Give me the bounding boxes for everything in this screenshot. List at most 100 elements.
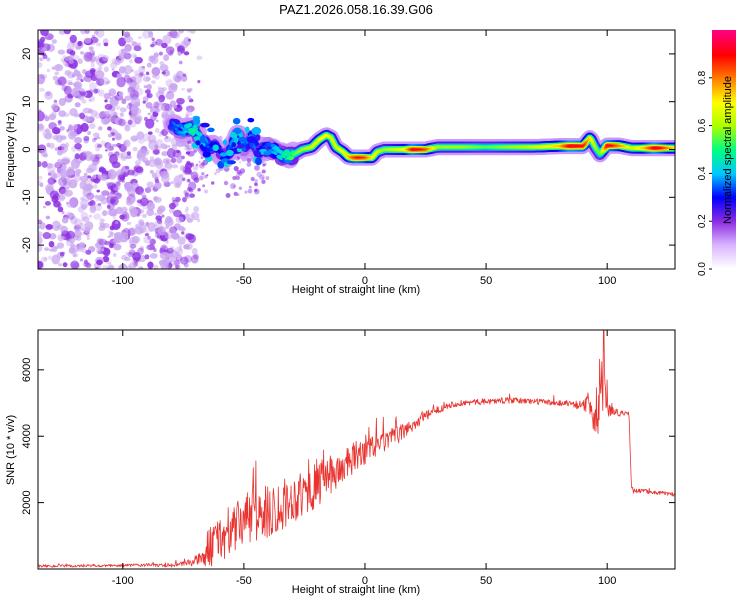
noise-blob [97, 126, 103, 131]
noise-blob [137, 138, 145, 144]
colorbar-strip [712, 141, 736, 145]
noise-blob [235, 175, 240, 180]
ridge-blob [233, 127, 242, 135]
colorbar-strip [712, 89, 736, 93]
colorbar-strip [712, 93, 736, 97]
colorbar-strip [712, 97, 736, 101]
noise-blob [100, 140, 106, 146]
noise-blob [40, 256, 48, 263]
noise-blob [151, 37, 155, 42]
ridge-segment [227, 144, 233, 151]
colorbar-strip [712, 153, 736, 157]
ridge-segment [202, 142, 206, 147]
noise-blob [124, 124, 131, 132]
colorbar-strip [712, 261, 736, 264]
colorbar-strip [712, 231, 736, 234]
noise-blob [155, 138, 164, 148]
noise-blob [95, 153, 103, 160]
noise-blob [57, 120, 62, 124]
noise-blob [146, 201, 155, 211]
noise-blob [108, 169, 113, 174]
noise-blob [215, 168, 221, 174]
noise-blob [135, 223, 140, 229]
noise-blob [120, 48, 128, 54]
noise-blob [171, 144, 178, 151]
noise-blob [192, 165, 199, 171]
noise-blob [169, 202, 176, 210]
noise-blob [199, 162, 205, 169]
noise-blob [113, 232, 118, 237]
ridge-segment [199, 132, 203, 136]
noise-blob [115, 206, 123, 215]
noise-blob [142, 100, 146, 104]
noise-blob [108, 88, 117, 97]
noise-blob [111, 68, 115, 71]
noise-blob [82, 194, 91, 202]
noise-blob [178, 60, 183, 65]
colorbar-tick-label: 0.0 [697, 262, 708, 276]
noise-blob [233, 185, 236, 188]
colorbar-strip [712, 163, 736, 167]
noise-blob [142, 159, 146, 163]
noise-blob [104, 103, 113, 111]
noise-blob [39, 57, 43, 62]
noise-blob [175, 216, 184, 224]
noise-blob [73, 68, 78, 72]
noise-blob [136, 42, 141, 46]
noise-blob [86, 192, 95, 201]
ridge-segment [272, 147, 276, 150]
noise-blob [122, 206, 128, 213]
noise-blob [165, 79, 174, 88]
noise-blob [128, 249, 136, 256]
noise-blob [131, 259, 136, 263]
noise-blob [118, 91, 124, 97]
colorbar-strip [712, 133, 736, 137]
noise-blob [68, 179, 78, 189]
noise-blob [129, 243, 137, 249]
noise-blob [129, 239, 135, 244]
noise-blob [174, 264, 179, 269]
colorbar-strip [712, 199, 736, 202]
noise-blob [54, 147, 58, 151]
noise-blob [38, 231, 43, 238]
noise-blob [167, 90, 171, 94]
ridge-segment [172, 118, 181, 127]
figure-title: PAZ1.2026.058.16.39.G06 [279, 2, 433, 17]
ridge-segment [205, 139, 209, 144]
noise-blob [82, 150, 92, 158]
noise-blob [170, 157, 177, 164]
colorbar-strip [712, 137, 736, 141]
ridge-segment [242, 140, 247, 145]
colorbar-strip [712, 253, 736, 256]
colorbar-strip [712, 55, 736, 59]
ridge-blob [263, 150, 272, 156]
noise-blob [172, 104, 177, 109]
noise-blob [48, 240, 55, 248]
noise-blob [89, 122, 96, 130]
noise-blob [44, 116, 50, 122]
y-tick-label: 2000 [21, 490, 33, 514]
noise-blob [254, 165, 260, 171]
colorbar-strip [712, 67, 736, 71]
noise-blob [79, 152, 87, 161]
noise-blob [103, 118, 110, 125]
colorbar-strip [712, 243, 736, 246]
ridge-blob [255, 157, 262, 166]
noise-blob [57, 206, 64, 213]
noise-blob [158, 87, 165, 95]
noise-blob [97, 194, 106, 202]
noise-blob [57, 158, 63, 163]
colorbar-strip [712, 257, 736, 260]
noise-blob [60, 225, 69, 235]
noise-blob [187, 95, 192, 100]
noise-blob [178, 248, 183, 252]
colorbar-strip [712, 127, 736, 131]
noise-blob [127, 85, 136, 94]
noise-blob [144, 89, 151, 94]
noise-blob [167, 217, 173, 223]
noise-blob [61, 217, 69, 224]
noise-blob [66, 166, 75, 176]
noise-blob [92, 174, 97, 179]
noise-blob [147, 112, 152, 116]
